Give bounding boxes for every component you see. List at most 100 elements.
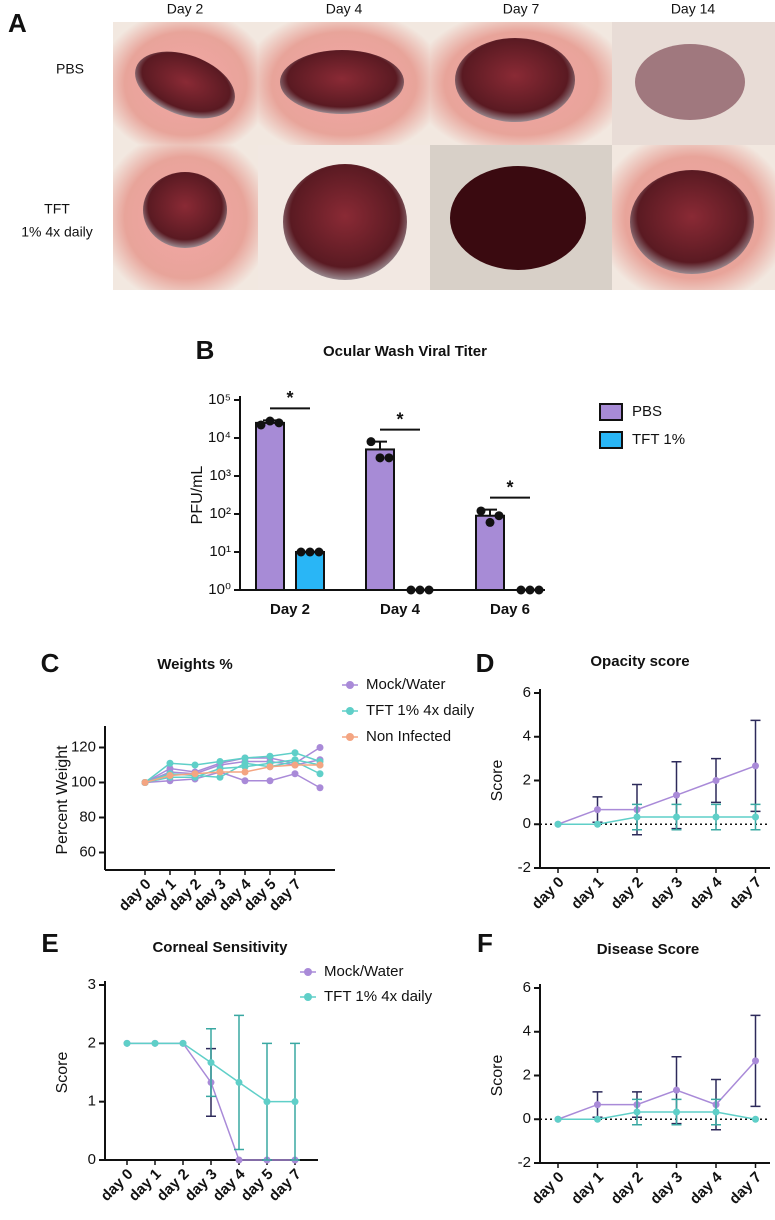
data-point <box>673 791 680 799</box>
y-tick-label: -2 <box>518 1154 531 1171</box>
y-tick-label: -2 <box>518 859 531 876</box>
data-point <box>554 1115 562 1123</box>
photo-eye <box>135 51 235 119</box>
legend-marker <box>304 968 312 976</box>
significance-label: * <box>506 477 513 497</box>
row-label: 1% 4x daily <box>21 224 93 240</box>
data-point <box>673 813 680 821</box>
legend-label: Mock/Water <box>324 963 403 980</box>
bar <box>365 448 395 592</box>
x-tick-label: day 3 <box>647 1169 686 1208</box>
photo-grid <box>113 22 775 290</box>
x-tick-label: day 2 <box>607 874 646 913</box>
x-tick-label: day 7 <box>726 874 765 913</box>
data-point <box>525 585 535 595</box>
data-point <box>291 770 299 778</box>
data-point <box>291 1098 299 1106</box>
data-point <box>494 511 504 521</box>
data-point <box>291 761 299 769</box>
y-tick-label: 1 <box>88 1093 96 1110</box>
data-point <box>216 768 224 776</box>
x-tick-label: day 0 <box>528 1169 567 1208</box>
y-axis-label: Score <box>54 1052 71 1094</box>
data-point <box>241 777 249 785</box>
chart-title: Ocular Wash Viral Titer <box>323 343 487 360</box>
x-tick-label: day 2 <box>607 1169 646 1208</box>
data-point <box>554 820 562 828</box>
y-tick-label: 10² <box>209 505 231 522</box>
data-line <box>144 751 321 784</box>
y-tick-label: 2 <box>88 1034 96 1051</box>
photo-eye <box>283 164 407 280</box>
data-point <box>266 763 274 771</box>
legend-label: Non Infected <box>366 728 451 745</box>
data-point <box>296 547 306 557</box>
y-tick-label: 100 <box>71 773 96 790</box>
bar <box>475 514 505 591</box>
y-tick-label: 6 <box>523 979 531 996</box>
data-point <box>256 420 266 430</box>
column-label: Day 4 <box>326 1 363 17</box>
y-tick-label: 10¹ <box>209 543 231 560</box>
legend-marker <box>346 681 354 689</box>
chart-title: Opacity score <box>590 653 689 670</box>
data-point <box>151 1039 159 1047</box>
data-point <box>191 770 199 778</box>
column-label: Day 2 <box>167 1 204 17</box>
data-line <box>557 765 756 825</box>
x-tick-label: day 1 <box>568 874 607 913</box>
column-label: Day 14 <box>671 1 716 17</box>
data-point <box>266 752 274 760</box>
data-point <box>752 1115 759 1123</box>
y-axis-label: Score <box>489 1055 506 1097</box>
y-tick-label: 4 <box>523 728 531 745</box>
data-point <box>594 1115 601 1123</box>
bar <box>295 551 325 591</box>
data-line <box>558 816 756 825</box>
data-point <box>166 759 174 767</box>
data-line <box>144 758 321 784</box>
photo-eye <box>280 50 404 114</box>
data-point <box>291 756 299 764</box>
y-tick-label: 10⁵ <box>208 391 231 408</box>
data-point <box>673 1108 680 1116</box>
legend-swatch <box>599 403 623 421</box>
data-point <box>207 1059 215 1067</box>
data-point <box>216 758 224 765</box>
x-tick-label: day 3 <box>647 874 686 913</box>
x-tick-label: Day 6 <box>490 601 530 618</box>
data-point <box>274 418 284 428</box>
data-point <box>235 1078 243 1086</box>
panel-label: C <box>41 648 60 678</box>
y-tick-label: 10⁰ <box>208 581 231 598</box>
y-tick-label: 0 <box>523 815 531 832</box>
x-tick-label: Day 2 <box>270 601 310 618</box>
legend-marker <box>304 993 312 1001</box>
data-point <box>316 761 324 769</box>
error-bar <box>483 508 497 516</box>
y-tick-label: 4 <box>523 1023 531 1040</box>
data-point <box>316 744 324 751</box>
data-point <box>316 784 324 792</box>
data-point <box>633 1108 641 1116</box>
x-tick-label: day 4 <box>686 873 726 913</box>
data-point <box>594 1101 601 1109</box>
data-line <box>144 771 321 789</box>
y-axis-label: Score <box>489 760 506 802</box>
legend-label: PBS <box>632 403 662 420</box>
row-label: PBS <box>56 61 84 77</box>
panel-label: B <box>196 335 215 365</box>
legend-marker <box>346 707 354 715</box>
x-tick-label: day 0 <box>528 874 567 913</box>
panel-label: E <box>41 928 58 958</box>
photo-eye <box>630 170 754 274</box>
data-point <box>406 585 416 595</box>
data-point <box>476 506 486 516</box>
data-point <box>179 1039 187 1047</box>
data-point <box>216 773 224 781</box>
chart-title: Corneal Sensitivity <box>152 939 288 956</box>
legend-label: TFT 1% <box>632 431 685 448</box>
data-point <box>485 517 495 527</box>
data-line <box>144 764 320 784</box>
data-point <box>712 1108 720 1116</box>
